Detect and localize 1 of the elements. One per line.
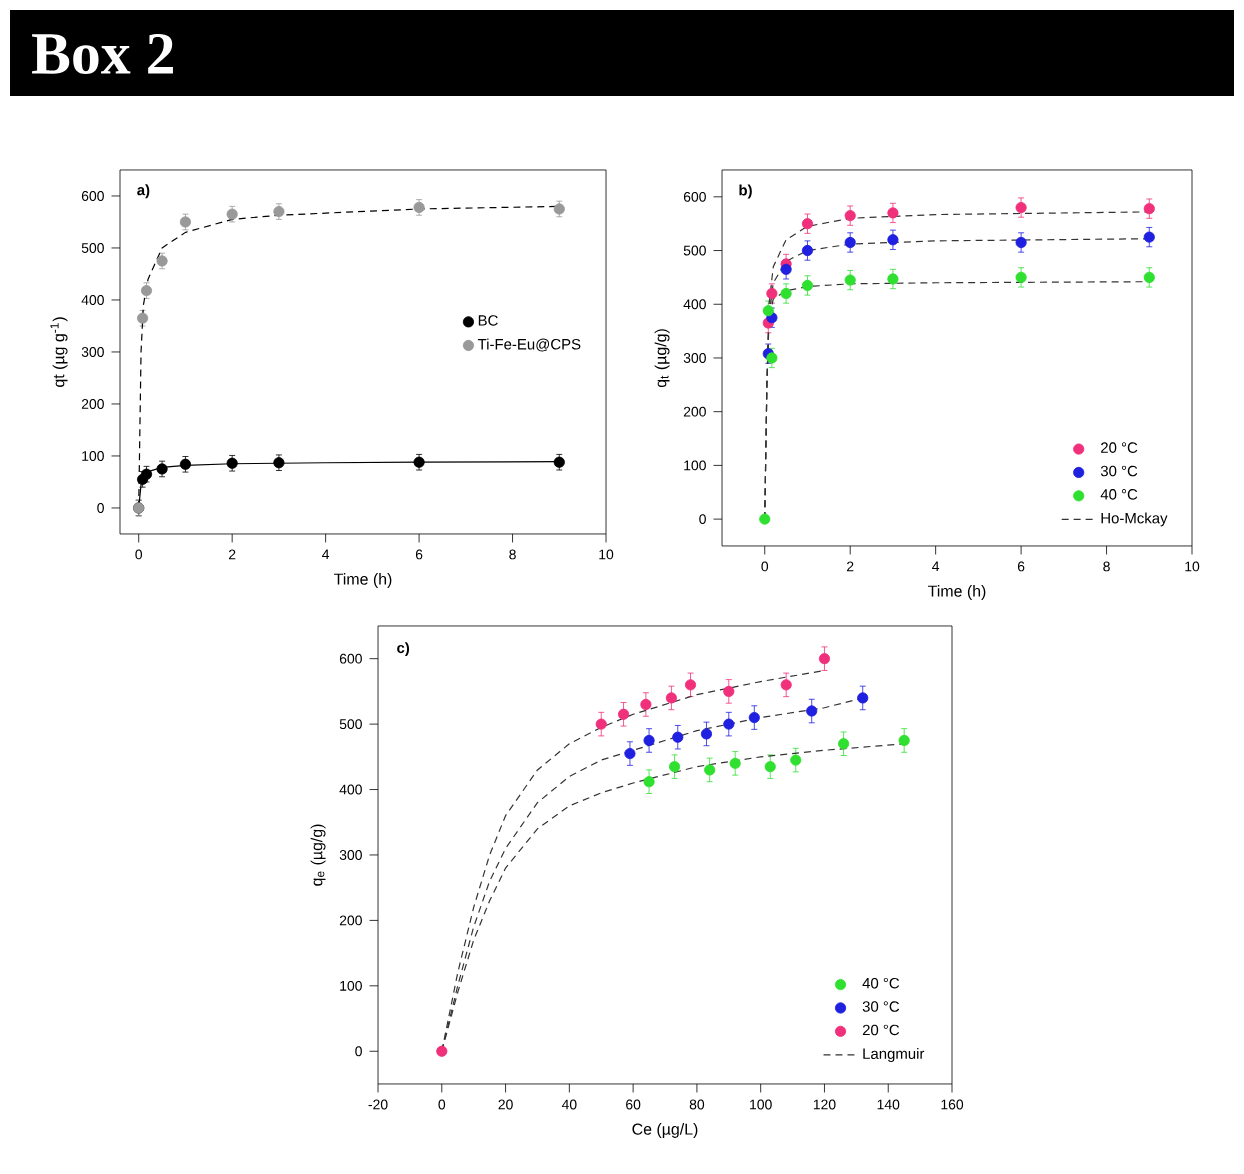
chart-title: Box 2 bbox=[32, 33, 173, 75]
